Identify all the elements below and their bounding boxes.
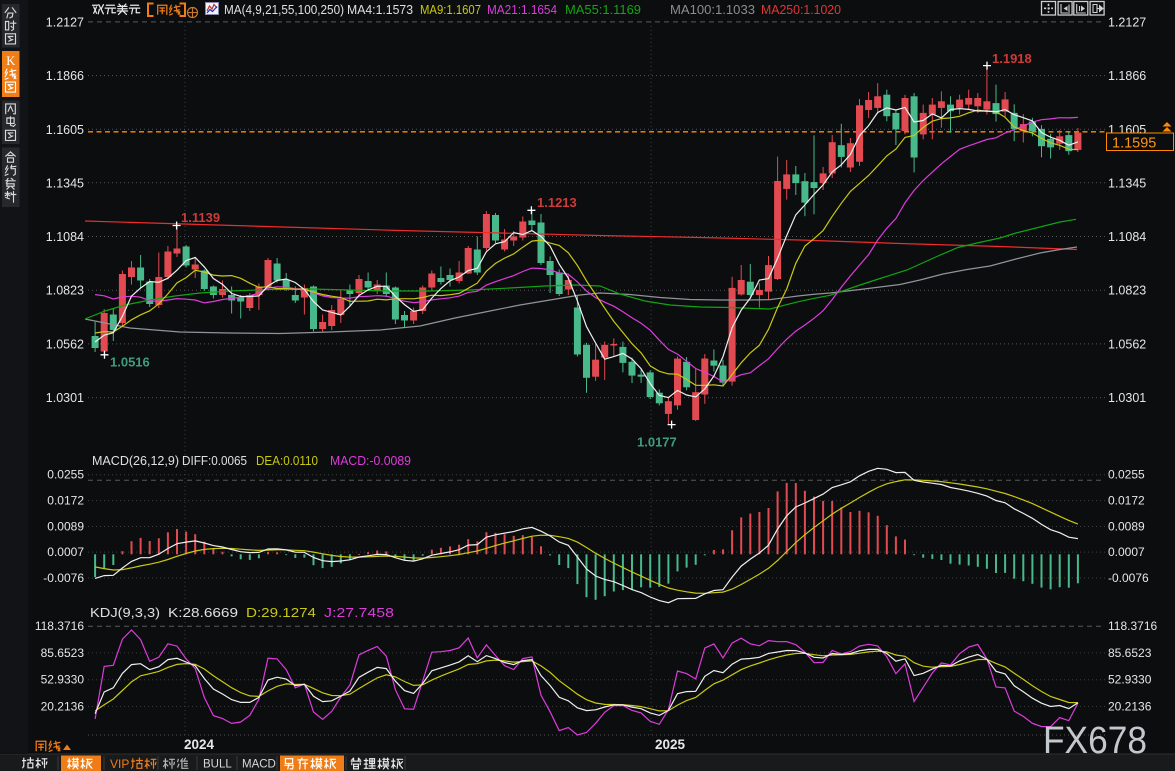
svg-text:D:29.1274: D:29.1274 <box>246 606 316 620</box>
svg-text:0.0172: 0.0172 <box>47 494 84 508</box>
svg-text:1.0562: 1.0562 <box>46 337 84 351</box>
svg-text:0.0089: 0.0089 <box>47 520 84 534</box>
svg-text:1.1866: 1.1866 <box>1108 69 1146 83</box>
svg-text:-0.0076: -0.0076 <box>43 571 84 585</box>
svg-text:52.9330: 52.9330 <box>1108 673 1152 687</box>
svg-text:MA21:1.1654: MA21:1.1654 <box>487 2 557 17</box>
svg-text:1.1866: 1.1866 <box>46 69 84 83</box>
svg-text:85.6523: 85.6523 <box>41 646 85 660</box>
svg-text:DEA:0.0110: DEA:0.0110 <box>256 454 318 468</box>
svg-text:MACD:-0.0089: MACD:-0.0089 <box>330 454 411 468</box>
svg-text:0.0089: 0.0089 <box>1108 520 1145 534</box>
svg-text:-0.0076: -0.0076 <box>1108 571 1149 585</box>
svg-text:MA(4,9,21,55,100,250): MA(4,9,21,55,100,250) <box>224 2 344 17</box>
svg-text:MACD: MACD <box>242 759 276 771</box>
svg-text:1.0177: 1.0177 <box>637 435 677 450</box>
svg-text:118.3716: 118.3716 <box>35 619 84 633</box>
svg-text:1.0516: 1.0516 <box>110 355 150 370</box>
svg-text:1.2127: 1.2127 <box>1108 15 1146 29</box>
svg-text:MA4:1.1573: MA4:1.1573 <box>347 2 413 17</box>
svg-text:0.0172: 0.0172 <box>1108 494 1145 508</box>
svg-text:0.0255: 0.0255 <box>1108 468 1145 482</box>
svg-text:0.0007: 0.0007 <box>47 545 84 559</box>
svg-text:1.0301: 1.0301 <box>1108 391 1146 405</box>
svg-text:1.0823: 1.0823 <box>1108 284 1146 298</box>
svg-text:J:27.7458: J:27.7458 <box>324 606 394 620</box>
svg-text:1.1918: 1.1918 <box>992 51 1032 66</box>
svg-text:MA250:1.1020: MA250:1.1020 <box>761 2 841 17</box>
svg-text:1.1139: 1.1139 <box>181 210 220 225</box>
svg-text:1.1595: 1.1595 <box>1112 136 1156 152</box>
svg-text:VIP: VIP <box>110 757 129 771</box>
svg-text:20.2136: 20.2136 <box>1108 699 1152 713</box>
svg-text:K: K <box>6 54 15 68</box>
svg-text:1.1605: 1.1605 <box>46 123 84 137</box>
svg-text:DIFF:0.0065: DIFF:0.0065 <box>182 454 247 468</box>
svg-text:1.2127: 1.2127 <box>46 15 84 29</box>
svg-text:85.6523: 85.6523 <box>1108 646 1152 660</box>
svg-text:2025: 2025 <box>655 737 686 752</box>
svg-text:MA9:1.1607: MA9:1.1607 <box>420 2 481 17</box>
svg-text:MA55:1.1169: MA55:1.1169 <box>565 2 641 17</box>
svg-text:1.1084: 1.1084 <box>46 230 84 244</box>
svg-text:20.2136: 20.2136 <box>41 699 85 713</box>
svg-text:MA100:1.1033: MA100:1.1033 <box>670 2 755 17</box>
svg-text:K:28.6669: K:28.6669 <box>168 606 238 620</box>
svg-text:1.1345: 1.1345 <box>46 176 84 190</box>
svg-text:KDJ(9,3,3): KDJ(9,3,3) <box>90 606 160 620</box>
svg-text:MACD(26,12,9): MACD(26,12,9) <box>92 454 179 468</box>
svg-text:0.0007: 0.0007 <box>1108 545 1145 559</box>
svg-text:BULL: BULL <box>203 759 232 771</box>
svg-text:1.0562: 1.0562 <box>1108 337 1146 351</box>
svg-text:52.9330: 52.9330 <box>41 673 85 687</box>
svg-text:1.0301: 1.0301 <box>46 391 84 405</box>
svg-text:2024: 2024 <box>184 737 215 752</box>
svg-text:1.1084: 1.1084 <box>1108 230 1146 244</box>
svg-text:118.3716: 118.3716 <box>1108 619 1157 633</box>
svg-text:1.1345: 1.1345 <box>1108 176 1146 190</box>
svg-text:0.0255: 0.0255 <box>47 468 84 482</box>
svg-text:1.1213: 1.1213 <box>537 195 577 210</box>
svg-text:1.0823: 1.0823 <box>46 284 84 298</box>
